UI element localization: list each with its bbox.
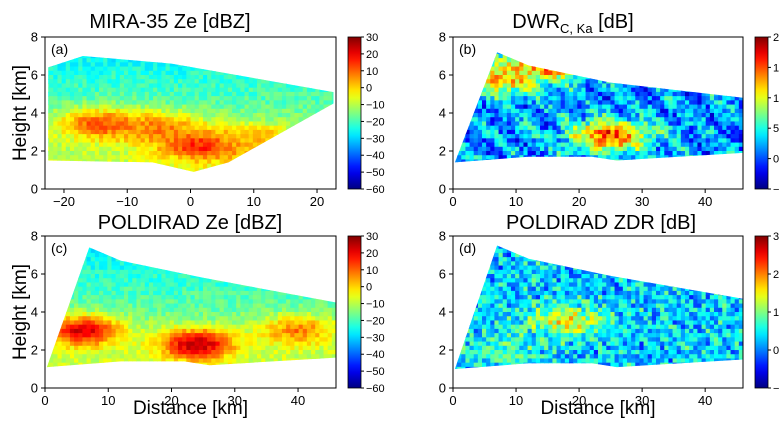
y-tick-label: 8 (31, 229, 38, 244)
y-tick-label: 4 (31, 305, 38, 320)
y-tick-label: 0 (31, 381, 38, 396)
colorbar (755, 236, 768, 388)
colorbar-tick-label: −60 (366, 184, 385, 196)
panel-title: MIRA-35 Ze [dBZ] (89, 11, 250, 33)
colorbar-tick-label: 30 (366, 32, 378, 44)
y-tick-label: 2 (439, 343, 446, 358)
x-tick-label: 30 (635, 194, 649, 209)
colorbar-tick-label: −40 (366, 150, 385, 162)
y-tick-label: 6 (439, 68, 446, 83)
y-tick-label: 2 (31, 144, 38, 159)
y-tick-label: 8 (439, 229, 446, 244)
colorbar-tick-label: −20 (366, 116, 385, 128)
colorbar-tick-label: −1 (773, 383, 779, 395)
x-tick-label: 40 (291, 393, 305, 408)
radar-field (45, 236, 337, 389)
colorbar-tick-label: 3 (773, 231, 779, 243)
panel-letter: (b) (459, 41, 476, 57)
x-tick-label: 20 (572, 194, 586, 209)
y-tick-label: 8 (31, 30, 38, 45)
x-tick-label: 40 (698, 194, 712, 209)
x-tick-label: 20 (310, 194, 324, 209)
colorbar-tick-label: 30 (366, 231, 378, 243)
panel-letter: (a) (51, 41, 68, 57)
y-tick-label: 4 (439, 106, 446, 121)
panel-a: −20 −10 0 10 20 0 2 4 6 8 (a) MIRA-35 Ze [dBZ] Heigh… (10, 11, 385, 209)
panel-title: POLDIRAD ZDR [dB] (506, 212, 696, 234)
colorbar-tick-label: 0 (773, 154, 779, 166)
colorbar-tick-label: 1 (773, 307, 779, 319)
y-tick-label: 4 (31, 106, 38, 121)
y-tick-label: 0 (439, 182, 446, 197)
colorbar-tick-label: 10 (366, 265, 378, 277)
panel-title: DWRC, Ka [dB] (512, 11, 633, 36)
colorbar-tick-label: −40 (366, 349, 385, 361)
y-tick-label: 2 (31, 343, 38, 358)
colorbar (348, 37, 361, 189)
colorbar-tick-label: −5 (773, 184, 779, 196)
x-tick-label: 10 (509, 393, 523, 408)
y-tick-label: 4 (439, 305, 446, 320)
x-tick-label: 0 (449, 194, 456, 209)
x-tick-label: 10 (101, 393, 115, 408)
colorbar-tick-label: −30 (366, 133, 385, 145)
y-tick-label: 8 (439, 30, 446, 45)
panel-title-unit: [dB] (593, 11, 634, 33)
x-tick-label: −10 (116, 194, 138, 209)
y-axis-label: Height [km] (10, 264, 31, 360)
x-tick-label: 0 (41, 393, 48, 408)
colorbar-tick-label: 2 (773, 269, 779, 281)
x-tick-label: 10 (247, 194, 261, 209)
colorbar-tick-label: 10 (773, 93, 779, 105)
colorbar-tick-label: 20 (773, 32, 779, 44)
colorbar-tick-label: −20 (366, 315, 385, 327)
colorbar-tick-label: 0 (366, 83, 372, 95)
y-axis-label: Height [km] (10, 65, 31, 161)
panel-b: 0 10 20 30 40 0 2 4 6 8 (b) DWRC, Ka [dB] 20 15 10 5 0 −5 (439, 11, 779, 209)
colorbar-tick-label: −60 (366, 383, 385, 395)
y-tick-label: 2 (439, 144, 446, 159)
colorbar-tick-label: 0 (773, 345, 779, 357)
colorbar-tick-label: 20 (366, 49, 378, 61)
colorbar-tick-label: −50 (366, 366, 385, 378)
colorbar (348, 236, 361, 388)
radar-field (45, 37, 337, 190)
y-tick-label: 6 (439, 267, 446, 282)
colorbar-tick-label: −50 (366, 167, 385, 179)
colorbar-tick-label: −10 (366, 100, 385, 112)
panel-title-subscript: C, Ka (560, 21, 593, 36)
radar-field (453, 236, 744, 389)
radar-field (453, 37, 744, 190)
y-tick-label: 6 (31, 267, 38, 282)
y-tick-label: 0 (439, 381, 446, 396)
y-tick-label: 6 (31, 68, 38, 83)
x-axis-label: Distance [km] (133, 398, 248, 419)
colorbar (755, 37, 768, 189)
x-tick-label: 0 (187, 194, 194, 209)
panel-letter: (d) (459, 240, 476, 256)
x-tick-label: −20 (53, 194, 75, 209)
colorbar-tick-label: 10 (366, 66, 378, 78)
colorbar-tick-label: 5 (773, 123, 779, 135)
x-tick-label: 0 (449, 393, 456, 408)
colorbar-tick-label: 0 (366, 282, 372, 294)
x-tick-label: 10 (509, 194, 523, 209)
panel-title: POLDIRAD Ze [dBZ] (98, 212, 283, 234)
panel-letter: (c) (51, 240, 67, 256)
colorbar-tick-label: 20 (366, 248, 378, 260)
colorbar-tick-label: 15 (773, 62, 779, 74)
x-axis-label: Distance [km] (540, 398, 655, 419)
colorbar-tick-label: −10 (366, 299, 385, 311)
colorbar-tick-label: −30 (366, 332, 385, 344)
x-tick-label: 40 (698, 393, 712, 408)
panel-c: 0 10 20 30 40 0 2 4 6 8 (c) POLDIRAD Ze [dBZ] Height… (10, 212, 385, 419)
y-tick-label: 0 (31, 182, 38, 197)
